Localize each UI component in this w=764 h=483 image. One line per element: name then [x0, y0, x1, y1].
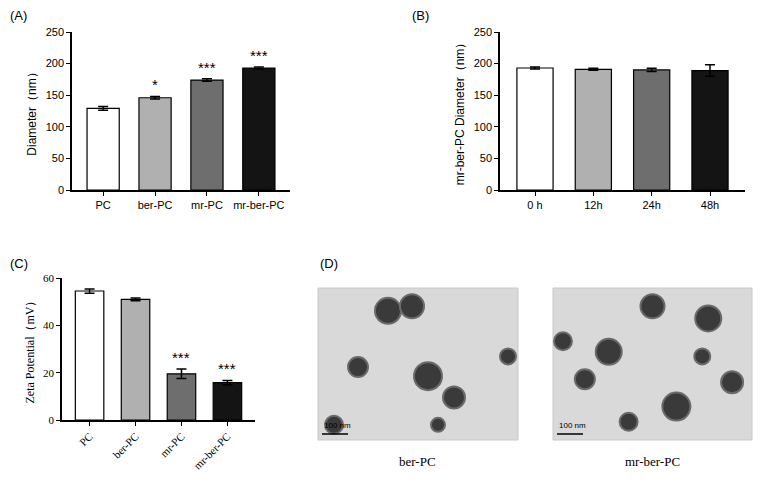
svg-text:mr-ber-PC Diameter（nm）: mr-ber-PC Diameter（nm）: [453, 37, 467, 186]
svg-text:100: 100: [46, 121, 64, 133]
svg-text:mr-ber-PC: mr-ber-PC: [625, 454, 680, 469]
svg-text:(C): (C): [10, 256, 28, 271]
svg-text:200: 200: [474, 57, 492, 69]
svg-text:24h: 24h: [642, 199, 660, 211]
svg-text:(D): (D): [320, 256, 338, 271]
svg-text:50: 50: [480, 152, 492, 164]
svg-text:100: 100: [474, 121, 492, 133]
svg-text:PC: PC: [77, 430, 95, 448]
svg-text:48h: 48h: [701, 199, 719, 211]
svg-text:mr-PC: mr-PC: [158, 430, 187, 459]
svg-text:Zeta Potential（mV）: Zeta Potential（mV）: [23, 295, 37, 404]
svg-text:***: ***: [198, 59, 216, 76]
svg-text:ber-PC: ber-PC: [110, 430, 140, 460]
svg-text:ber-PC: ber-PC: [138, 199, 173, 211]
svg-text:0: 0: [58, 184, 64, 196]
svg-text:(A): (A): [10, 8, 27, 23]
svg-text:mr-ber-PC: mr-ber-PC: [191, 430, 232, 471]
svg-text:***: ***: [250, 47, 268, 64]
svg-text:250: 250: [46, 26, 64, 38]
svg-text:mr-ber-PC: mr-ber-PC: [233, 199, 284, 211]
svg-text:(B): (B): [412, 8, 429, 23]
svg-text:250: 250: [474, 26, 492, 38]
svg-text:mr-PC: mr-PC: [191, 199, 223, 211]
svg-text:50: 50: [52, 152, 64, 164]
svg-text:0: 0: [486, 184, 492, 196]
svg-text:***: ***: [172, 349, 190, 366]
svg-text:0 h: 0 h: [527, 199, 542, 211]
svg-text:40: 40: [43, 319, 55, 331]
svg-text:100 nm: 100 nm: [324, 421, 351, 430]
svg-text:*: *: [152, 76, 158, 93]
svg-text:0: 0: [49, 414, 55, 426]
svg-text:***: ***: [218, 360, 236, 377]
svg-text:150: 150: [474, 89, 492, 101]
svg-text:12h: 12h: [584, 199, 602, 211]
svg-text:150: 150: [46, 89, 64, 101]
svg-text:100 nm: 100 nm: [559, 421, 586, 430]
svg-text:200: 200: [46, 57, 64, 69]
svg-text:ber-PC: ber-PC: [399, 454, 436, 469]
svg-text:PC: PC: [95, 199, 110, 211]
svg-text:Diameter（nm）: Diameter（nm）: [25, 66, 39, 155]
svg-text:60: 60: [43, 272, 55, 284]
svg-text:20: 20: [43, 367, 55, 379]
